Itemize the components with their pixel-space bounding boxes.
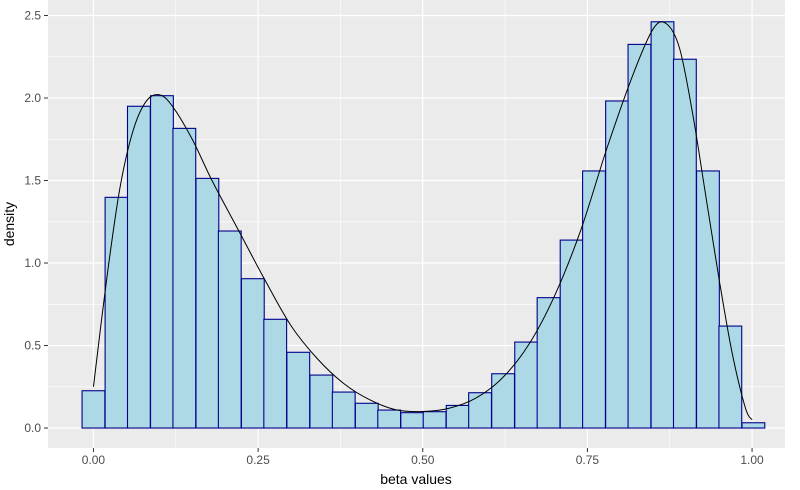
histogram-bar xyxy=(400,412,425,429)
histogram-bar xyxy=(491,373,516,429)
histogram-bar xyxy=(195,177,220,429)
x-tick-label: 0.25 xyxy=(246,453,270,467)
x-tick-label: 0.75 xyxy=(576,453,600,467)
axes: 0.00 0.25 0.50 0.75 1.00 0.0 0.5 1.0 1.5 2.0 2.5 xyxy=(24,9,764,467)
histogram-bar xyxy=(126,105,151,429)
density-line xyxy=(92,21,753,421)
histogram-bar xyxy=(536,297,561,429)
histogram-bar xyxy=(81,390,106,429)
histogram-bar xyxy=(331,391,356,429)
histogram-bar xyxy=(627,43,652,429)
x-tick-label: 0.00 xyxy=(82,453,106,467)
x-tick-label: 0.50 xyxy=(411,453,435,467)
x-tick-label: 1.00 xyxy=(740,453,764,467)
y-tick-label: 0.5 xyxy=(24,339,41,353)
histogram-bar xyxy=(149,95,174,429)
histogram-bar xyxy=(309,374,334,429)
histogram-bar xyxy=(377,409,402,429)
histogram-bar xyxy=(104,196,129,429)
histogram-bar xyxy=(582,170,606,429)
histogram-bar xyxy=(514,341,539,429)
y-tick-label: 0.0 xyxy=(24,421,41,435)
histogram-bar xyxy=(605,100,629,429)
histogram-bar xyxy=(695,170,720,429)
histogram-bar xyxy=(445,404,470,429)
y-axis-label: density xyxy=(1,202,17,246)
y-tick-label: 2.5 xyxy=(24,9,41,23)
histogram-bars xyxy=(81,21,766,429)
histogram-bar xyxy=(718,325,743,429)
histogram-bar xyxy=(217,230,242,429)
histogram-bar xyxy=(240,278,265,429)
histogram-bar xyxy=(559,239,584,429)
histogram-bar xyxy=(354,402,379,429)
y-tick-label: 1.0 xyxy=(24,256,41,270)
x-axis-label: beta values xyxy=(380,471,452,487)
histogram-bar xyxy=(172,127,197,429)
histogram-bar xyxy=(468,392,493,429)
histogram-bar xyxy=(286,351,311,429)
histogram-bar xyxy=(263,318,288,429)
histogram-bar xyxy=(650,21,675,429)
y-tick-label: 1.5 xyxy=(24,174,41,188)
histogram-bar xyxy=(741,422,766,429)
y-tick-label: 2.0 xyxy=(24,91,41,105)
histogram-bar xyxy=(422,411,447,429)
